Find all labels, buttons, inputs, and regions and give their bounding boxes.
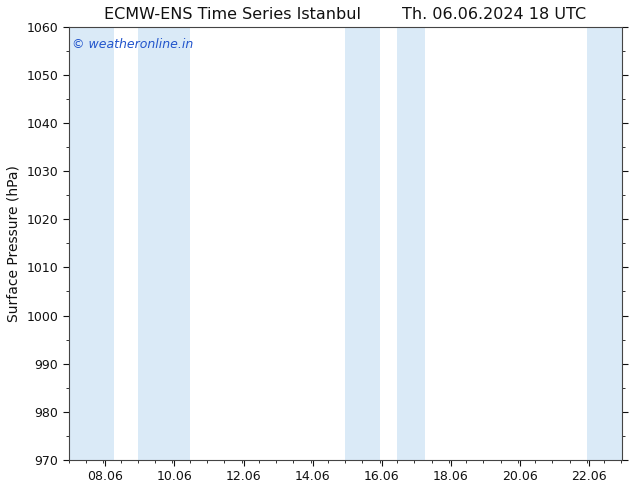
Y-axis label: Surface Pressure (hPa): Surface Pressure (hPa) xyxy=(7,165,21,322)
Bar xyxy=(345,27,380,460)
Title: ECMW-ENS Time Series Istanbul        Th. 06.06.2024 18 UTC: ECMW-ENS Time Series Istanbul Th. 06.06.… xyxy=(104,7,586,22)
Bar xyxy=(397,27,425,460)
Bar xyxy=(69,27,113,460)
Bar xyxy=(587,27,621,460)
Bar xyxy=(138,27,190,460)
Text: © weatheronline.in: © weatheronline.in xyxy=(72,38,193,51)
